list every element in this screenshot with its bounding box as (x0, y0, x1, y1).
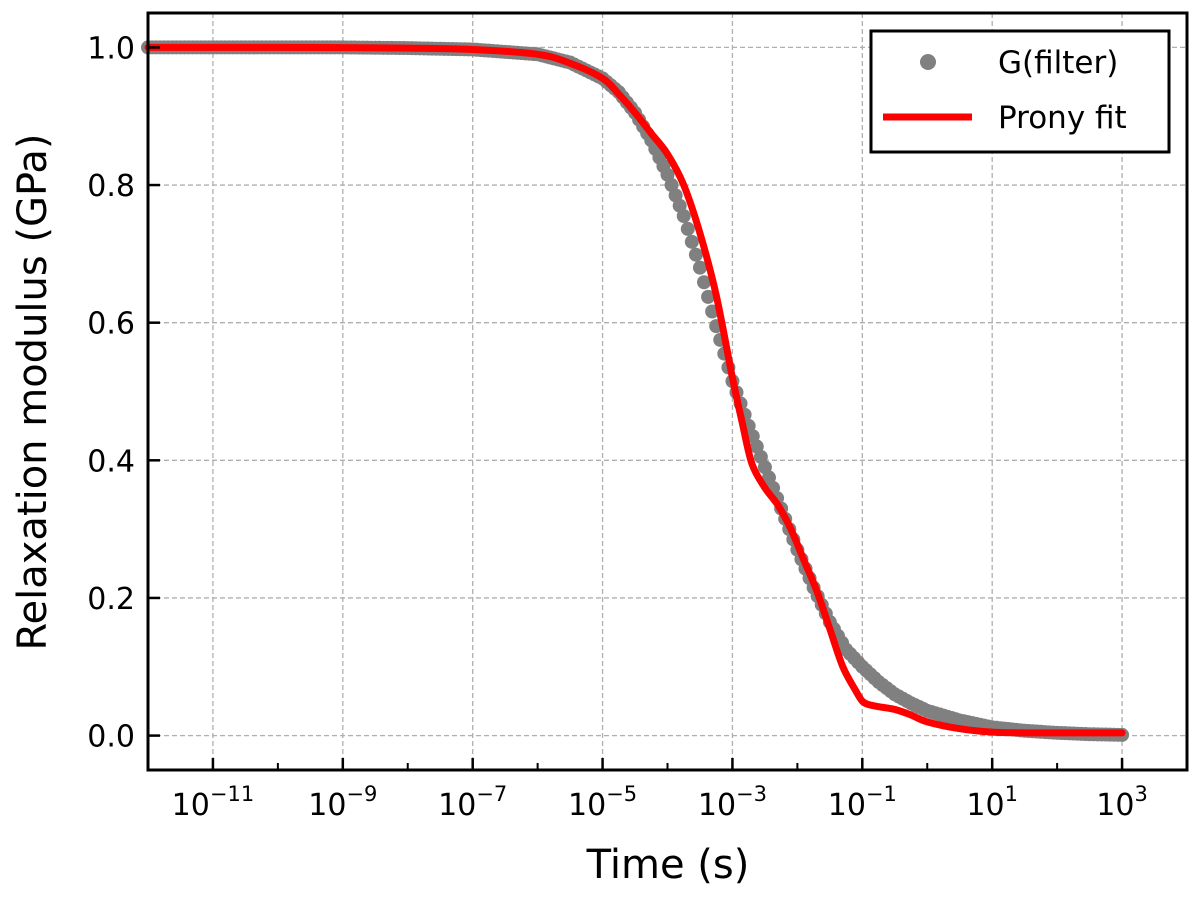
y-tick-label: 0.4 (87, 444, 135, 479)
x-tick-label: 101 (966, 782, 1018, 823)
x-tick-label: 10−3 (698, 782, 767, 823)
y-axis-title: Relaxation modulus (GPa) (10, 134, 56, 651)
y-tick-label: 0.8 (87, 169, 135, 204)
x-tick-label: 10−9 (308, 782, 377, 823)
x-tick-label: 103 (1096, 782, 1148, 823)
y-tick-label: 0.2 (87, 582, 135, 617)
y-tick-label: 0.0 (87, 720, 135, 755)
data-point (701, 289, 716, 304)
legend-label-prony-fit: Prony fit (998, 100, 1127, 136)
ticks (147, 46, 1124, 770)
legend-box (869, 29, 1171, 154)
y-tick-label: 1.0 (87, 31, 135, 66)
y-tick-label: 0.6 (87, 307, 135, 342)
data-point (697, 275, 712, 290)
x-tick-label: 10−7 (438, 782, 507, 823)
legend: G(filter) Prony fit (869, 29, 1171, 154)
data-point (680, 221, 695, 236)
tick-labels: 10−11 10−9 10−7 10−5 10−3 10−1 101 103 0.0 0.2 0.4… (87, 31, 1148, 823)
data-point (688, 247, 703, 262)
series-layer (141, 40, 1130, 742)
x-tick-label: 10−11 (172, 782, 255, 823)
fit-line (144, 43, 1126, 737)
x-tick-label: 10−5 (568, 782, 637, 823)
x-tick-label: 10−1 (828, 782, 897, 823)
legend-marker-g-filter (920, 54, 936, 70)
data-point (676, 209, 691, 224)
data-point (684, 234, 699, 249)
series-prony-fit (144, 43, 1126, 737)
data-point (692, 260, 707, 275)
legend-label-g-filter: G(filter) (998, 45, 1118, 81)
x-axis-title: Time (s) (586, 842, 750, 888)
